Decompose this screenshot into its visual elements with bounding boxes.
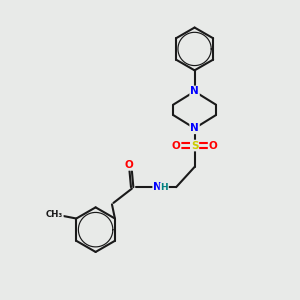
Text: H: H xyxy=(160,183,168,192)
Text: N: N xyxy=(190,123,199,133)
Text: S: S xyxy=(191,140,198,151)
Text: N: N xyxy=(190,86,199,96)
Text: CH₃: CH₃ xyxy=(46,210,63,219)
Text: O: O xyxy=(172,140,181,151)
Text: O: O xyxy=(124,160,133,170)
Text: O: O xyxy=(208,140,217,151)
Text: N: N xyxy=(153,182,162,192)
